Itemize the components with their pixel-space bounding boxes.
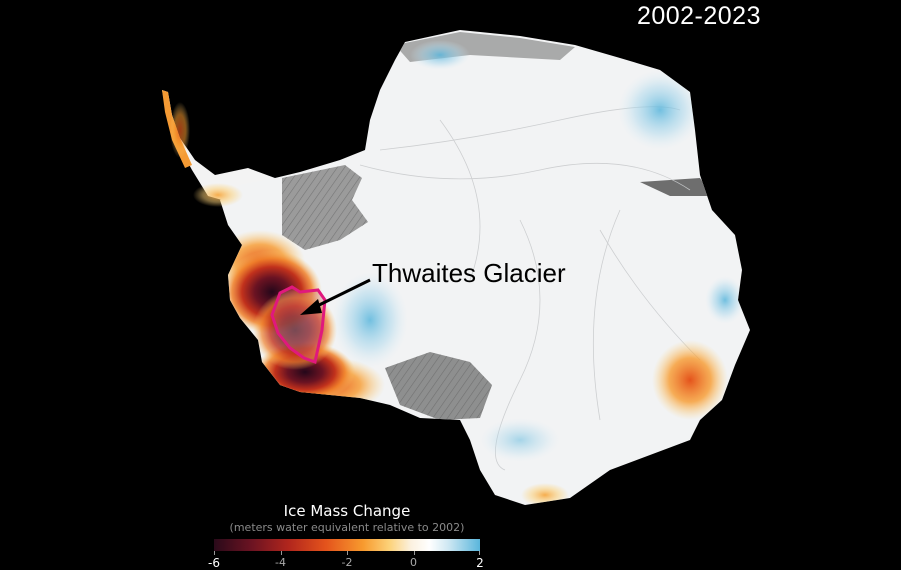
legend-tick: 2	[476, 556, 484, 570]
legend-tick: 0	[410, 556, 417, 569]
thwaites-glacier-label: Thwaites Glacier	[372, 258, 566, 288]
amery-ice-shelf	[640, 178, 712, 196]
annotation-arrow	[300, 278, 371, 315]
period-label: 2002-2023	[636, 2, 761, 30]
color-legend: Ice Mass Change (meters water equivalent…	[208, 502, 484, 570]
antarctic-peninsula	[162, 90, 275, 200]
legend-title: Ice Mass Change	[283, 502, 411, 520]
legend-tick: -6	[208, 556, 220, 570]
legend-colorbar: -6 -4 -2 0 2	[208, 539, 484, 570]
legend-tick: -4	[275, 556, 286, 569]
legend-tick: -2	[341, 556, 353, 569]
legend-subtitle: (meters water equivalent relative to 200…	[229, 521, 465, 534]
